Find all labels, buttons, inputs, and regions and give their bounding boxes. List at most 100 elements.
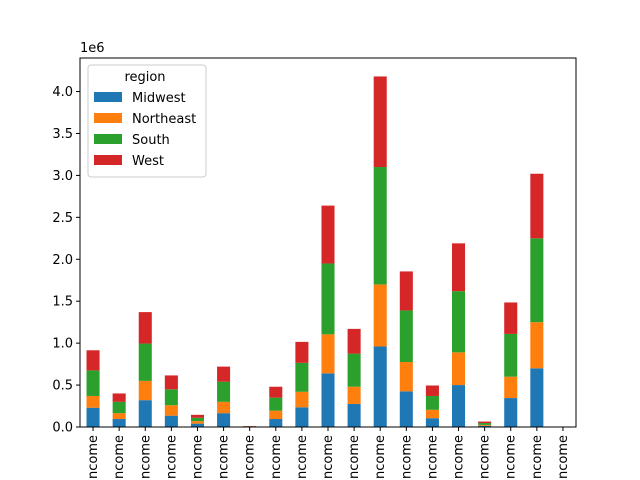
bar-midwest-11 — [373, 346, 387, 427]
bar-midwest-2 — [138, 400, 152, 427]
bar-south-4 — [190, 417, 204, 422]
bars-group — [86, 76, 544, 427]
bar-midwest-7 — [269, 419, 283, 427]
bar-west-14 — [452, 243, 466, 292]
bar-northeast-11 — [373, 284, 387, 347]
bar-midwest-13 — [425, 418, 439, 427]
y-tick-label: 3.0 — [52, 169, 73, 184]
bar-west-7 — [269, 386, 283, 398]
y-tick-label: 0.0 — [52, 421, 73, 436]
bar-northeast-10 — [347, 386, 361, 404]
bar-west-10 — [347, 328, 361, 354]
bar-south-13 — [425, 395, 439, 410]
bar-south-14 — [452, 291, 466, 353]
bar-midwest-14 — [452, 385, 466, 427]
bar-south-7 — [269, 397, 283, 411]
y-tick-label: 1.5 — [52, 295, 73, 310]
legend-swatch-northeast — [94, 113, 122, 123]
x-tick-label: Income — [164, 435, 179, 480]
bar-south-15 — [478, 423, 492, 425]
bar-west-0 — [86, 350, 100, 371]
bar-south-17 — [530, 238, 544, 323]
y-offset-label: 1e6 — [80, 41, 105, 56]
x-tick-label: Income — [556, 435, 571, 480]
y-tick-label: 4.0 — [52, 85, 73, 100]
bar-west-11 — [373, 76, 387, 168]
legend-label-west: West — [132, 154, 164, 169]
bar-northeast-9 — [321, 334, 335, 374]
bar-south-5 — [217, 381, 231, 402]
bar-northeast-4 — [190, 421, 204, 424]
x-tick-label: Income — [530, 435, 545, 480]
bar-west-15 — [478, 421, 492, 424]
y-axis-ticks: 0.0 0.5 1.0 1.5 2.0 2.5 3.0 3.5 4.0 — [52, 85, 80, 436]
x-tick-label: Income — [86, 435, 101, 480]
legend-swatch-south — [94, 134, 122, 144]
x-tick-label: Income — [347, 435, 362, 480]
bar-northeast-13 — [425, 409, 439, 419]
bar-northeast-17 — [530, 322, 544, 369]
bar-west-4 — [190, 414, 204, 418]
x-tick-label: Income — [504, 435, 519, 480]
legend-title: region — [124, 70, 165, 85]
bar-west-5 — [217, 366, 231, 382]
bar-northeast-3 — [164, 405, 178, 416]
bar-west-17 — [530, 173, 544, 239]
bar-south-12 — [399, 310, 413, 363]
bar-west-12 — [399, 271, 413, 311]
bar-northeast-15 — [478, 424, 492, 426]
bar-west-3 — [164, 375, 178, 390]
bar-south-8 — [295, 362, 309, 392]
y-tick-label: 2.0 — [52, 253, 73, 268]
x-tick-label: Income — [425, 435, 440, 480]
x-tick-label: Income — [138, 435, 153, 480]
bar-northeast-7 — [269, 410, 283, 420]
bar-south-9 — [321, 263, 335, 335]
bar-midwest-8 — [295, 407, 309, 427]
x-tick-label: Income — [269, 435, 284, 480]
x-tick-label: Income — [399, 435, 414, 480]
axes-frame — [79, 57, 577, 428]
x-tick-label: Income — [295, 435, 310, 480]
bar-west-1 — [112, 393, 126, 402]
bar-south-2 — [138, 343, 152, 381]
bar-midwest-5 — [217, 413, 231, 427]
bar-west-8 — [295, 341, 309, 363]
bar-northeast-5 — [217, 401, 231, 414]
legend: region Midwest Northeast South West — [87, 64, 207, 178]
x-axis-ticks: Income Income Income Income Income Income Inco… — [86, 427, 571, 480]
bar-south-16 — [504, 333, 518, 377]
x-tick-label: Income — [452, 435, 467, 480]
bar-northeast-0 — [86, 395, 100, 408]
bar-northeast-16 — [504, 376, 518, 399]
y-tick-label: 3.5 — [52, 127, 73, 142]
x-tick-label: Income — [478, 435, 493, 480]
legend-swatch-west — [94, 155, 122, 165]
bar-midwest-0 — [86, 407, 100, 427]
bar-northeast-2 — [138, 380, 152, 401]
bar-south-1 — [112, 401, 126, 414]
bar-northeast-1 — [112, 413, 126, 420]
legend-label-northeast: Northeast — [132, 112, 196, 127]
bar-midwest-15 — [478, 425, 492, 427]
bar-south-3 — [164, 389, 178, 406]
x-tick-label: Income — [243, 435, 258, 480]
bar-midwest-16 — [504, 398, 518, 427]
y-tick-label: 1.0 — [52, 337, 73, 352]
legend-swatch-midwest — [94, 92, 122, 102]
bar-south-10 — [347, 353, 361, 387]
bar-midwest-10 — [347, 403, 361, 427]
bar-west-9 — [321, 205, 335, 264]
bar-midwest-17 — [530, 368, 544, 427]
y-tick-label: 0.5 — [52, 379, 73, 394]
bar-midwest-3 — [164, 415, 178, 427]
x-tick-label: Income — [217, 435, 232, 480]
legend-label-south: South — [132, 133, 170, 148]
bar-west-13 — [425, 385, 439, 396]
bar-northeast-8 — [295, 391, 309, 408]
legend-label-midwest: Midwest — [132, 91, 186, 106]
bar-northeast-12 — [399, 362, 413, 392]
x-tick-label: Income — [190, 435, 205, 480]
bar-midwest-4 — [190, 423, 204, 427]
